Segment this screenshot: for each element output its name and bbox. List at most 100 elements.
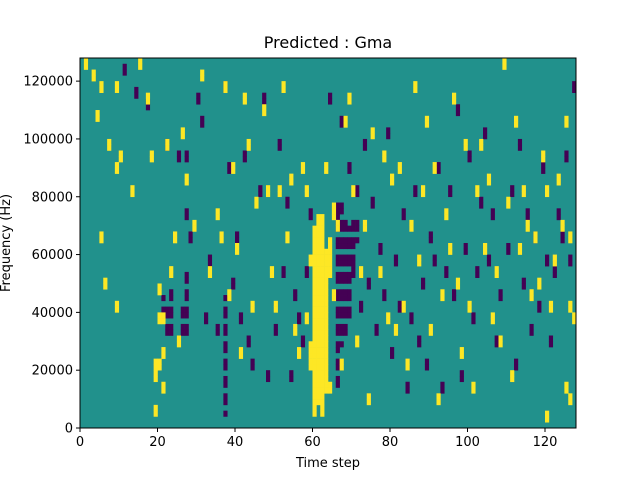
- heatmap-cell-low: [397, 306, 402, 313]
- heatmap-cell-high: [568, 237, 573, 244]
- heatmap-cell-high: [502, 58, 507, 65]
- heatmap-cell-low: [188, 231, 193, 238]
- heatmap-cell-high: [269, 271, 275, 278]
- heatmap-cell-high: [161, 381, 166, 388]
- heatmap-cell-high: [169, 266, 174, 273]
- heatmap-cell-low: [514, 358, 519, 365]
- heatmap-cell-low: [277, 138, 282, 146]
- heatmap-cell-low: [339, 306, 344, 313]
- heatmap-cell-high: [502, 63, 507, 70]
- heatmap-cell-high: [114, 81, 120, 88]
- heatmap-cell-low: [564, 156, 569, 163]
- heatmap-cell-high: [130, 185, 135, 192]
- heatmap-cell-low: [335, 295, 340, 302]
- heatmap-cell-high: [215, 214, 220, 221]
- heatmap-cell-high: [161, 387, 166, 394]
- heatmap-cell-high: [320, 266, 325, 273]
- heatmap-cell-high: [386, 312, 391, 319]
- heatmap-cell-low: [262, 92, 267, 99]
- heatmap-cell-low: [184, 289, 189, 296]
- heatmap-cell-high: [335, 225, 340, 232]
- heatmap-cell-low: [556, 214, 561, 221]
- heatmap-cell-high: [328, 260, 333, 267]
- heatmap-cell-high: [324, 277, 329, 284]
- heatmap-cell-low: [134, 92, 139, 99]
- heatmap-cell-high: [320, 381, 325, 388]
- heatmap-cell-low: [335, 277, 340, 284]
- heatmap-cell-high: [316, 347, 321, 354]
- heatmap-cell-low: [545, 254, 550, 261]
- heatmap-cell-low: [339, 225, 344, 232]
- heatmap-cell-high: [417, 254, 422, 261]
- heatmap-cell-high: [463, 144, 468, 151]
- heatmap-cell-low: [452, 289, 457, 296]
- heatmap-cell-high: [343, 121, 348, 128]
- heatmap-cell-low: [184, 208, 189, 215]
- heatmap-cell-low: [374, 323, 379, 331]
- heatmap-cell-low: [347, 312, 352, 319]
- heatmap-cell-low: [223, 410, 228, 417]
- heatmap-cell-low: [568, 260, 573, 267]
- heatmap-cell-high: [401, 306, 406, 313]
- heatmap-cell-low: [548, 341, 554, 348]
- heatmap-cell-low: [184, 150, 189, 157]
- heatmap-cell-high: [355, 335, 360, 342]
- heatmap-cell-high: [382, 150, 387, 157]
- heatmap-cell-low: [351, 254, 356, 261]
- heatmap-cell-high: [316, 341, 321, 348]
- heatmap-cell-high: [362, 219, 368, 226]
- heatmap-cell-high: [312, 306, 317, 313]
- heatmap-cell-high: [324, 248, 329, 255]
- heatmap-cell-low: [304, 266, 309, 273]
- heatmap-cell-low: [545, 260, 550, 267]
- heatmap-cell-low: [335, 347, 340, 354]
- heatmap-cell-low: [339, 121, 344, 128]
- heatmap-cell-low: [339, 237, 344, 244]
- heatmap-cell-low: [537, 306, 542, 313]
- heatmap-cell-high: [308, 364, 313, 371]
- heatmap-cell-high: [293, 329, 298, 336]
- heatmap-cell-high: [312, 364, 317, 371]
- y-tick-label: 20000: [32, 364, 73, 379]
- heatmap-cell-high: [312, 277, 317, 284]
- heatmap-cell-high: [405, 364, 410, 371]
- heatmap-cell-low: [366, 283, 371, 290]
- heatmap-cell-low: [293, 295, 298, 302]
- heatmap-cell-low: [184, 306, 189, 313]
- heatmap-cell-low: [328, 92, 333, 99]
- heatmap-cell-high: [537, 277, 542, 284]
- heatmap-cell-low: [506, 243, 511, 250]
- heatmap-cell-high: [541, 150, 546, 157]
- heatmap-cell-high: [320, 387, 325, 394]
- heatmap-cell-high: [153, 404, 158, 411]
- heatmap-cell-high: [180, 127, 185, 134]
- heatmap-cell-high: [173, 237, 178, 244]
- heatmap-cell-high: [498, 341, 503, 348]
- heatmap-cell-low: [335, 312, 340, 319]
- heatmap-cell-high: [552, 260, 557, 267]
- heatmap-cell-high: [312, 347, 317, 354]
- heatmap-cell-high: [312, 318, 317, 325]
- heatmap-cell-high: [324, 335, 329, 342]
- heatmap-cell-low: [517, 144, 523, 151]
- heatmap-cell-low: [541, 167, 546, 174]
- heatmap-cell-high: [99, 86, 104, 93]
- heatmap-cell-high: [312, 289, 317, 296]
- heatmap-cell-high: [184, 173, 189, 180]
- heatmap-cell-low: [390, 352, 395, 359]
- heatmap-cell-low: [339, 260, 344, 267]
- heatmap-cell-high: [145, 98, 151, 105]
- heatmap-cell-low: [196, 92, 201, 99]
- heatmap-cell-high: [413, 86, 418, 93]
- heatmap-cell-low: [560, 237, 565, 244]
- heatmap-cell-high: [328, 266, 333, 273]
- heatmap-cell-high: [312, 266, 317, 273]
- heatmap-cell-high: [331, 208, 337, 215]
- heatmap-cell-high: [328, 381, 333, 388]
- heatmap-cell-high: [572, 312, 577, 319]
- heatmap-cell-high: [114, 300, 120, 307]
- heatmap-cell-low: [343, 323, 348, 331]
- heatmap-cell-low: [498, 295, 503, 302]
- heatmap-cell-low: [347, 243, 352, 250]
- heatmap-cell-low: [238, 312, 244, 319]
